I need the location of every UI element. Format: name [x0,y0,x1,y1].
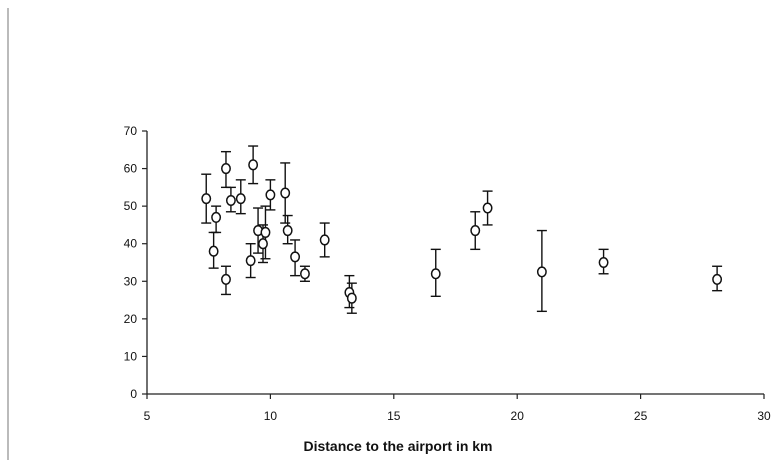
data-point [712,273,723,285]
x-tick-label: 15 [387,409,401,423]
data-point [235,193,246,205]
data-point [346,292,357,304]
data-point [482,202,493,214]
data-point [282,225,293,237]
data-point [225,194,236,207]
error-bars [201,145,723,314]
y-tick-label: 0 [130,387,137,401]
data-point [221,163,231,175]
data-point [430,268,441,280]
data-point [598,256,609,269]
y-axis: 0 10 20 30 40 50 60 70 [124,124,148,401]
x-tick-label: 10 [264,409,278,423]
y-tick-label: 70 [124,124,138,138]
data-point [319,234,330,246]
y-tick-label: 20 [124,312,138,326]
data-point [300,268,310,280]
y-tick-label: 10 [124,349,138,363]
data-point [265,189,276,201]
data-point [470,225,481,237]
data-point [290,251,301,263]
x-tick-label: 5 [144,409,151,423]
data-point [208,245,219,257]
x-axis: 5 10 15 20 25 30 [144,393,771,423]
data-point [201,193,212,205]
data-point [211,211,222,223]
x-tick-label: 25 [634,409,648,423]
data-point [536,266,547,278]
data-point [258,238,268,250]
y-tick-label: 50 [124,199,138,213]
x-tick-label: 30 [757,409,771,423]
x-tick-label: 20 [511,409,525,423]
y-tick-label: 30 [124,274,138,288]
y-tick-label: 60 [124,162,138,176]
data-point [245,255,256,267]
data-point [280,187,291,199]
y-tick-label: 40 [124,237,138,251]
data-points [201,159,723,304]
data-point [248,159,259,171]
x-axis-title: Distance to the airport in km [303,438,492,454]
data-point [221,273,231,285]
data-point [260,226,271,238]
